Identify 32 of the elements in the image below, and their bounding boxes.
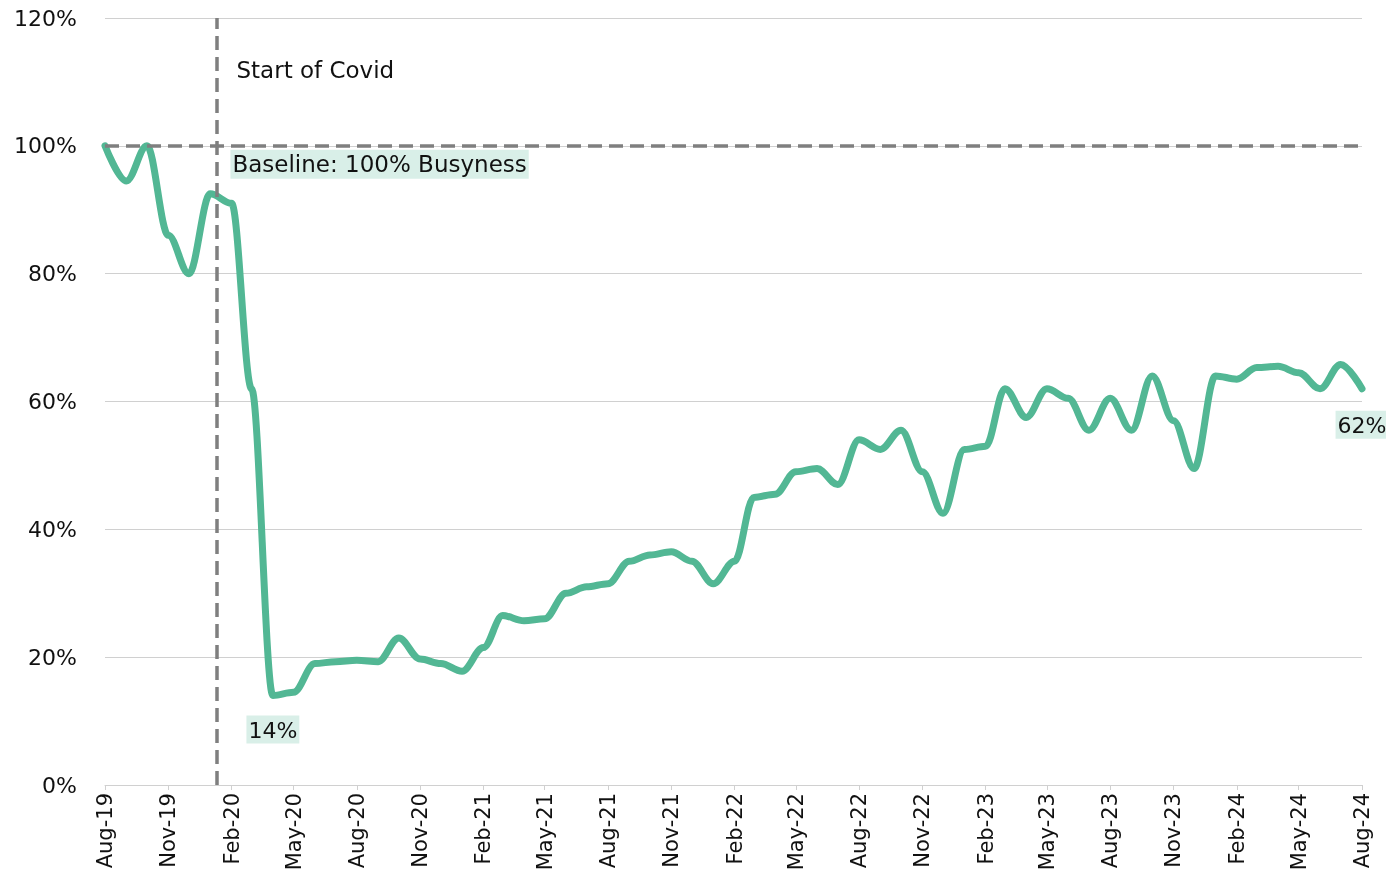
data-label: 62% bbox=[1337, 413, 1386, 439]
data-label: 14% bbox=[248, 718, 298, 744]
x-tick-label: May-21 bbox=[532, 793, 557, 871]
y-tick-label: 60% bbox=[28, 389, 77, 414]
x-tick-label: Aug-21 bbox=[595, 793, 620, 869]
x-tick-label: Feb-23 bbox=[973, 793, 998, 865]
x-tick-label: Nov-22 bbox=[910, 793, 935, 868]
ref-line-label: Start of Covid bbox=[236, 56, 395, 83]
x-tick-label: Aug-22 bbox=[847, 793, 872, 869]
y-tick-label: 0% bbox=[42, 772, 77, 798]
y-tick-label: 40% bbox=[28, 516, 77, 542]
x-tick-label: May-20 bbox=[281, 793, 306, 871]
x-tick-label: May-22 bbox=[783, 793, 808, 871]
y-tick-label: 100% bbox=[14, 133, 77, 159]
x-tick-label: Feb-20 bbox=[219, 793, 244, 865]
x-tick-label: Nov-19 bbox=[156, 793, 181, 868]
x-tick-label: May-24 bbox=[1286, 793, 1311, 871]
y-tick-label: 20% bbox=[28, 644, 77, 670]
x-tick-label: Aug-24 bbox=[1350, 793, 1374, 869]
x-tick-label: Nov-23 bbox=[1161, 793, 1186, 868]
x-tick-label: Feb-24 bbox=[1224, 793, 1249, 865]
x-tick-label: Aug-19 bbox=[93, 793, 117, 869]
x-tick-label: Nov-20 bbox=[408, 793, 433, 868]
x-tick-label: Aug-23 bbox=[1098, 793, 1123, 869]
x-tick-label: Nov-21 bbox=[659, 793, 684, 868]
x-tick-label: Feb-22 bbox=[722, 793, 747, 865]
y-tick-label: 80% bbox=[28, 261, 77, 287]
ref-line-label: Baseline: 100% Busyness bbox=[232, 151, 527, 178]
x-tick-label: Aug-20 bbox=[344, 793, 369, 869]
y-tick-label: 120% bbox=[14, 5, 77, 31]
x-tick-label: Feb-21 bbox=[471, 793, 496, 865]
x-tick-label: May-23 bbox=[1034, 793, 1059, 871]
